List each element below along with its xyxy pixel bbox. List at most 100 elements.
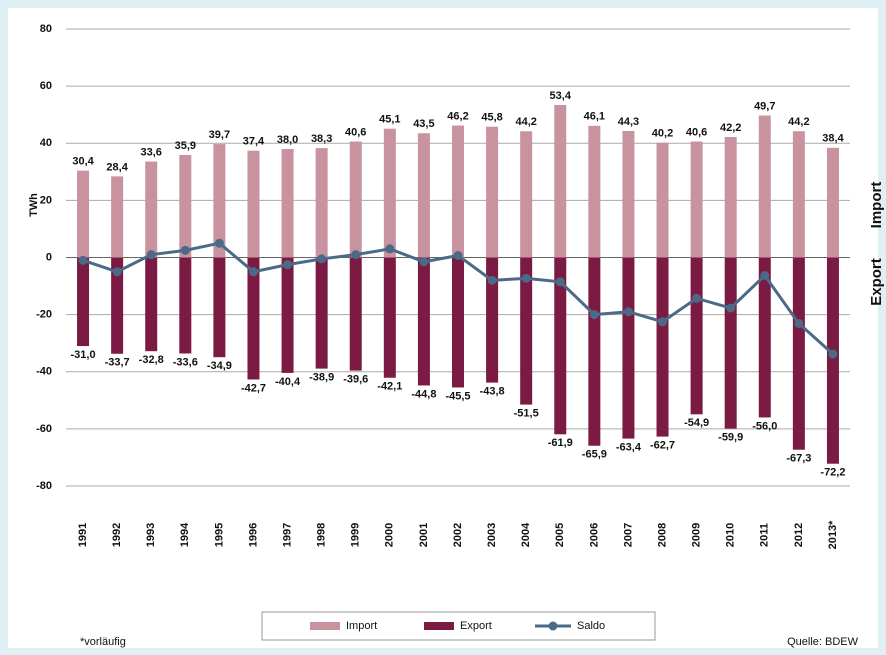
y-axis-label: TWh (28, 193, 40, 217)
y-tick-label: -80 (36, 480, 52, 492)
data-label: -32,8 (139, 354, 164, 366)
bar (281, 148, 294, 258)
bar (724, 257, 737, 429)
data-label: -62,7 (650, 439, 675, 451)
data-label: 38,0 (277, 134, 298, 146)
x-tick-label: 2000 (384, 523, 396, 547)
x-tick-label: 2008 (656, 523, 668, 547)
bar (247, 150, 260, 258)
bar (724, 136, 737, 258)
line-marker (487, 275, 497, 285)
x-tick-label: 1997 (281, 523, 293, 547)
bar (792, 257, 805, 450)
bar (690, 141, 703, 258)
side-label: Import (868, 182, 885, 229)
data-label: -33,6 (173, 356, 198, 368)
x-tick-label: 2003 (486, 523, 498, 547)
data-label: 46,1 (584, 111, 605, 123)
legend-label: Saldo (577, 620, 605, 632)
line-marker (555, 277, 565, 287)
bar (315, 257, 328, 369)
legend-label: Export (460, 620, 492, 632)
x-tick-label: 2013* (827, 520, 839, 549)
bar (656, 142, 669, 258)
y-tick-label: -20 (36, 309, 52, 321)
data-label: -42,1 (377, 381, 402, 393)
line-marker (248, 267, 258, 277)
data-label: -59,9 (718, 431, 743, 443)
data-label: -65,9 (582, 449, 607, 461)
x-tick-label: 2007 (622, 523, 634, 547)
data-label: 44,2 (788, 116, 809, 128)
data-label: 53,4 (550, 90, 572, 102)
x-tick-label: 2005 (554, 523, 566, 547)
data-label: 45,1 (379, 114, 400, 126)
bar (383, 257, 396, 378)
bar (179, 257, 192, 354)
line-marker (385, 244, 395, 254)
data-label: 33,6 (141, 146, 162, 158)
side-label: Export (868, 258, 885, 306)
bar (452, 257, 464, 388)
data-label: 40,6 (345, 126, 366, 138)
bar (520, 131, 533, 258)
legend-swatch (548, 621, 558, 631)
data-label: -43,8 (480, 386, 505, 398)
x-tick-label: 2009 (691, 523, 703, 547)
bar (622, 130, 635, 258)
data-label: 42,2 (720, 122, 741, 134)
x-tick-label: 2012 (793, 523, 805, 547)
line-marker (794, 318, 804, 328)
bar (77, 257, 90, 347)
data-label: -54,9 (684, 417, 709, 429)
data-label: 37,4 (243, 136, 265, 148)
x-tick-label: 1999 (350, 523, 362, 547)
panel (8, 8, 878, 648)
line-marker (283, 260, 293, 270)
x-tick-label: 1998 (316, 523, 328, 547)
data-label: 49,7 (754, 100, 775, 112)
bar (111, 176, 124, 258)
bar (656, 257, 669, 437)
bar (690, 257, 703, 415)
data-label: 39,7 (209, 129, 230, 141)
data-label: -56,0 (752, 420, 777, 432)
line-marker (146, 250, 156, 260)
data-label: -39,6 (343, 374, 368, 386)
x-tick-label: 2004 (520, 522, 532, 547)
data-label: 38,3 (311, 133, 332, 145)
data-label: -72,2 (820, 467, 845, 479)
x-tick-label: 2011 (759, 523, 771, 547)
source: Quelle: BDEW (787, 636, 859, 648)
line-marker (521, 273, 531, 283)
bar (826, 147, 839, 258)
data-label: -31,0 (71, 349, 96, 361)
bar (213, 144, 226, 258)
line-marker (726, 303, 736, 313)
x-tick-label: 1995 (213, 523, 225, 547)
y-tick-label: 40 (40, 137, 52, 149)
bar (349, 257, 362, 371)
y-tick-label: -60 (36, 423, 52, 435)
data-label: -61,9 (548, 437, 573, 449)
bar (622, 257, 635, 439)
bar (315, 148, 328, 258)
bar (758, 257, 771, 418)
bar (179, 154, 192, 258)
data-label: -33,7 (105, 357, 130, 369)
bar (554, 104, 567, 258)
bar (520, 257, 533, 405)
bar (758, 115, 771, 258)
y-tick-label: 60 (40, 80, 52, 92)
x-tick-label: 1991 (77, 523, 89, 547)
data-label: 45,8 (481, 112, 502, 124)
bar (213, 257, 226, 358)
y-tick-label: 0 (46, 251, 52, 263)
line-marker (692, 293, 702, 303)
line-marker (658, 317, 668, 327)
line-marker (419, 257, 429, 267)
data-label: 38,4 (822, 133, 844, 145)
x-tick-label: 1993 (145, 523, 157, 547)
